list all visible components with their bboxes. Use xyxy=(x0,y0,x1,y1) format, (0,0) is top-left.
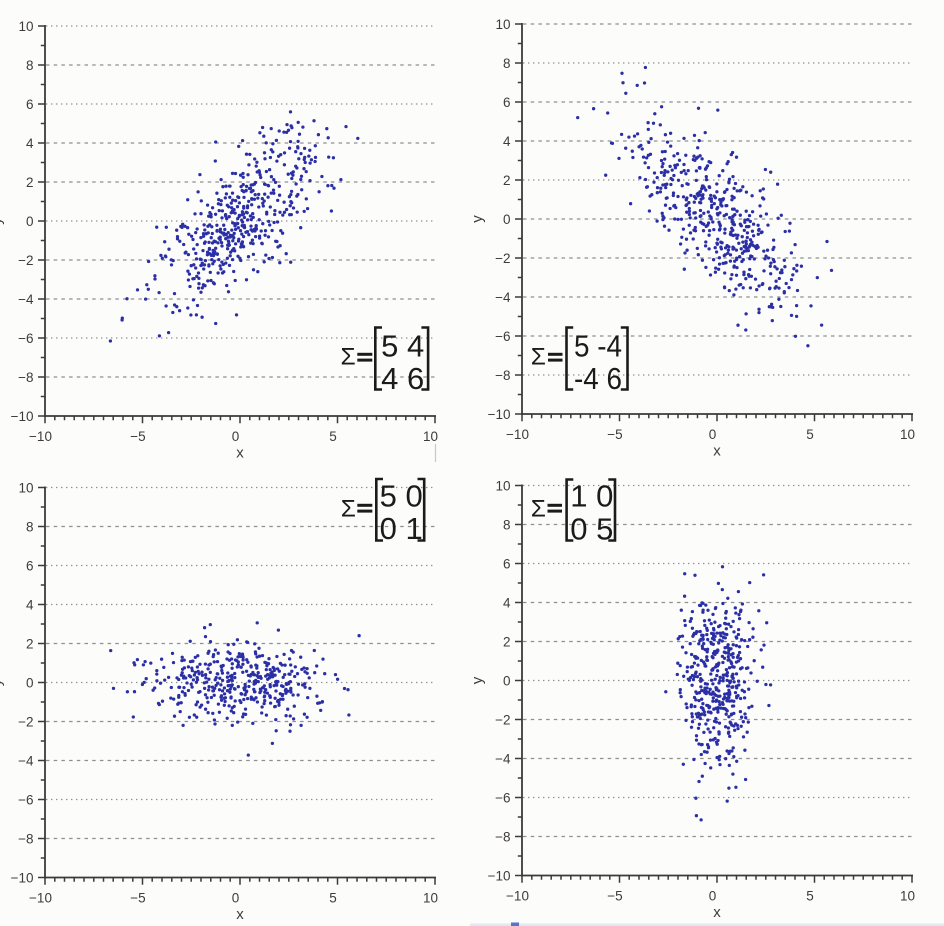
svg-text:-4 6: -4 6 xyxy=(574,361,622,396)
svg-text:−10: −10 xyxy=(29,891,52,906)
svg-text:−8: −8 xyxy=(18,832,33,847)
svg-text:−5: −5 xyxy=(607,427,622,442)
svg-text:10: 10 xyxy=(900,427,915,442)
svg-text:y: y xyxy=(469,215,486,223)
svg-text:2: 2 xyxy=(503,173,511,188)
svg-text:y: y xyxy=(0,678,5,686)
svg-text:10: 10 xyxy=(495,479,510,494)
svg-text:−2: −2 xyxy=(495,251,510,266)
svg-text:10: 10 xyxy=(423,891,438,906)
svg-text:−8: −8 xyxy=(495,368,510,383)
svg-text:5 0: 5 0 xyxy=(380,478,423,513)
svg-text:4: 4 xyxy=(26,598,34,613)
svg-text:−4: −4 xyxy=(495,290,511,305)
svg-text:Σ: Σ xyxy=(531,344,546,371)
svg-text:10: 10 xyxy=(18,481,33,496)
svg-text:0: 0 xyxy=(232,429,240,444)
svg-text:Σ: Σ xyxy=(341,344,356,371)
svg-text:10: 10 xyxy=(18,19,33,34)
svg-text:−2: −2 xyxy=(18,715,33,730)
svg-text:2: 2 xyxy=(503,635,511,650)
svg-text:y: y xyxy=(469,676,486,684)
svg-text:8: 8 xyxy=(26,58,34,73)
svg-text:x: x xyxy=(713,904,721,921)
svg-text:8: 8 xyxy=(503,518,511,533)
svg-text:8: 8 xyxy=(26,520,34,535)
svg-text:5: 5 xyxy=(806,889,814,904)
svg-text:2: 2 xyxy=(26,637,34,652)
svg-text:y: y xyxy=(0,217,5,225)
svg-text:4 6: 4 6 xyxy=(381,361,424,396)
svg-text:x: x xyxy=(236,906,244,923)
svg-text:8: 8 xyxy=(503,56,511,71)
svg-text:0: 0 xyxy=(232,891,240,906)
svg-text:6: 6 xyxy=(503,557,511,572)
svg-text:0 5: 0 5 xyxy=(570,511,613,546)
svg-text:2: 2 xyxy=(26,175,34,190)
svg-text:−5: −5 xyxy=(607,889,622,904)
svg-text:−6: −6 xyxy=(495,329,510,344)
svg-text:−4: −4 xyxy=(18,754,34,769)
svg-text:−6: −6 xyxy=(18,331,33,346)
svg-text:5 4: 5 4 xyxy=(381,328,424,363)
svg-text:−5: −5 xyxy=(130,429,145,444)
svg-text:−10: −10 xyxy=(11,871,34,886)
svg-text:0: 0 xyxy=(26,214,34,229)
svg-text:0: 0 xyxy=(26,676,34,691)
svg-text:5: 5 xyxy=(806,427,814,442)
svg-text:0: 0 xyxy=(709,889,717,904)
svg-text:−5: −5 xyxy=(130,891,145,906)
svg-text:−2: −2 xyxy=(495,713,510,728)
svg-text:6: 6 xyxy=(26,97,34,112)
svg-text:−8: −8 xyxy=(18,370,33,385)
svg-text:Σ: Σ xyxy=(341,495,356,522)
svg-text:10: 10 xyxy=(423,429,438,444)
svg-text:−10: −10 xyxy=(11,409,34,424)
svg-text:−10: −10 xyxy=(506,889,529,904)
svg-text:−10: −10 xyxy=(29,429,52,444)
svg-text:x: x xyxy=(713,443,721,460)
svg-text:4: 4 xyxy=(503,134,511,149)
svg-text:x: x xyxy=(236,445,244,462)
svg-text:−10: −10 xyxy=(488,407,511,422)
svg-text:10: 10 xyxy=(495,17,510,32)
svg-text:−8: −8 xyxy=(495,830,510,845)
svg-text:4: 4 xyxy=(26,136,34,151)
svg-text:−2: −2 xyxy=(18,253,33,268)
svg-text:6: 6 xyxy=(503,95,511,110)
svg-text:0: 0 xyxy=(503,212,511,227)
svg-text:1 0: 1 0 xyxy=(570,479,613,514)
svg-text:5: 5 xyxy=(329,429,337,444)
svg-text:−10: −10 xyxy=(506,427,529,442)
svg-text:0: 0 xyxy=(709,427,717,442)
svg-text:−10: −10 xyxy=(488,869,511,884)
svg-text:5 -4: 5 -4 xyxy=(574,328,622,363)
svg-text:0 1: 0 1 xyxy=(380,511,423,546)
svg-text:5: 5 xyxy=(329,891,337,906)
svg-text:−6: −6 xyxy=(495,791,510,806)
svg-text:−6: −6 xyxy=(18,793,33,808)
svg-text:0: 0 xyxy=(503,674,511,689)
svg-text:10: 10 xyxy=(900,889,915,904)
svg-text:Σ: Σ xyxy=(531,495,546,522)
svg-text:−4: −4 xyxy=(495,752,511,767)
svg-text:6: 6 xyxy=(26,559,34,574)
svg-text:4: 4 xyxy=(503,596,511,611)
svg-text:−4: −4 xyxy=(18,292,34,307)
